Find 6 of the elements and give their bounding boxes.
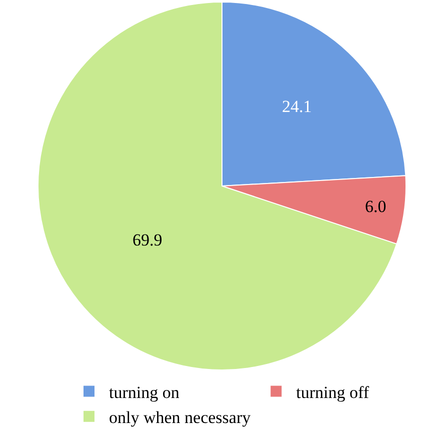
legend-label: turning off	[296, 382, 370, 402]
legend-label: only when necessary	[109, 408, 252, 427]
legend-label: turning on	[109, 382, 180, 402]
data-label: 24.1	[282, 97, 312, 116]
data-label: 6.0	[364, 196, 386, 216]
data-label: 69.9	[132, 230, 162, 250]
